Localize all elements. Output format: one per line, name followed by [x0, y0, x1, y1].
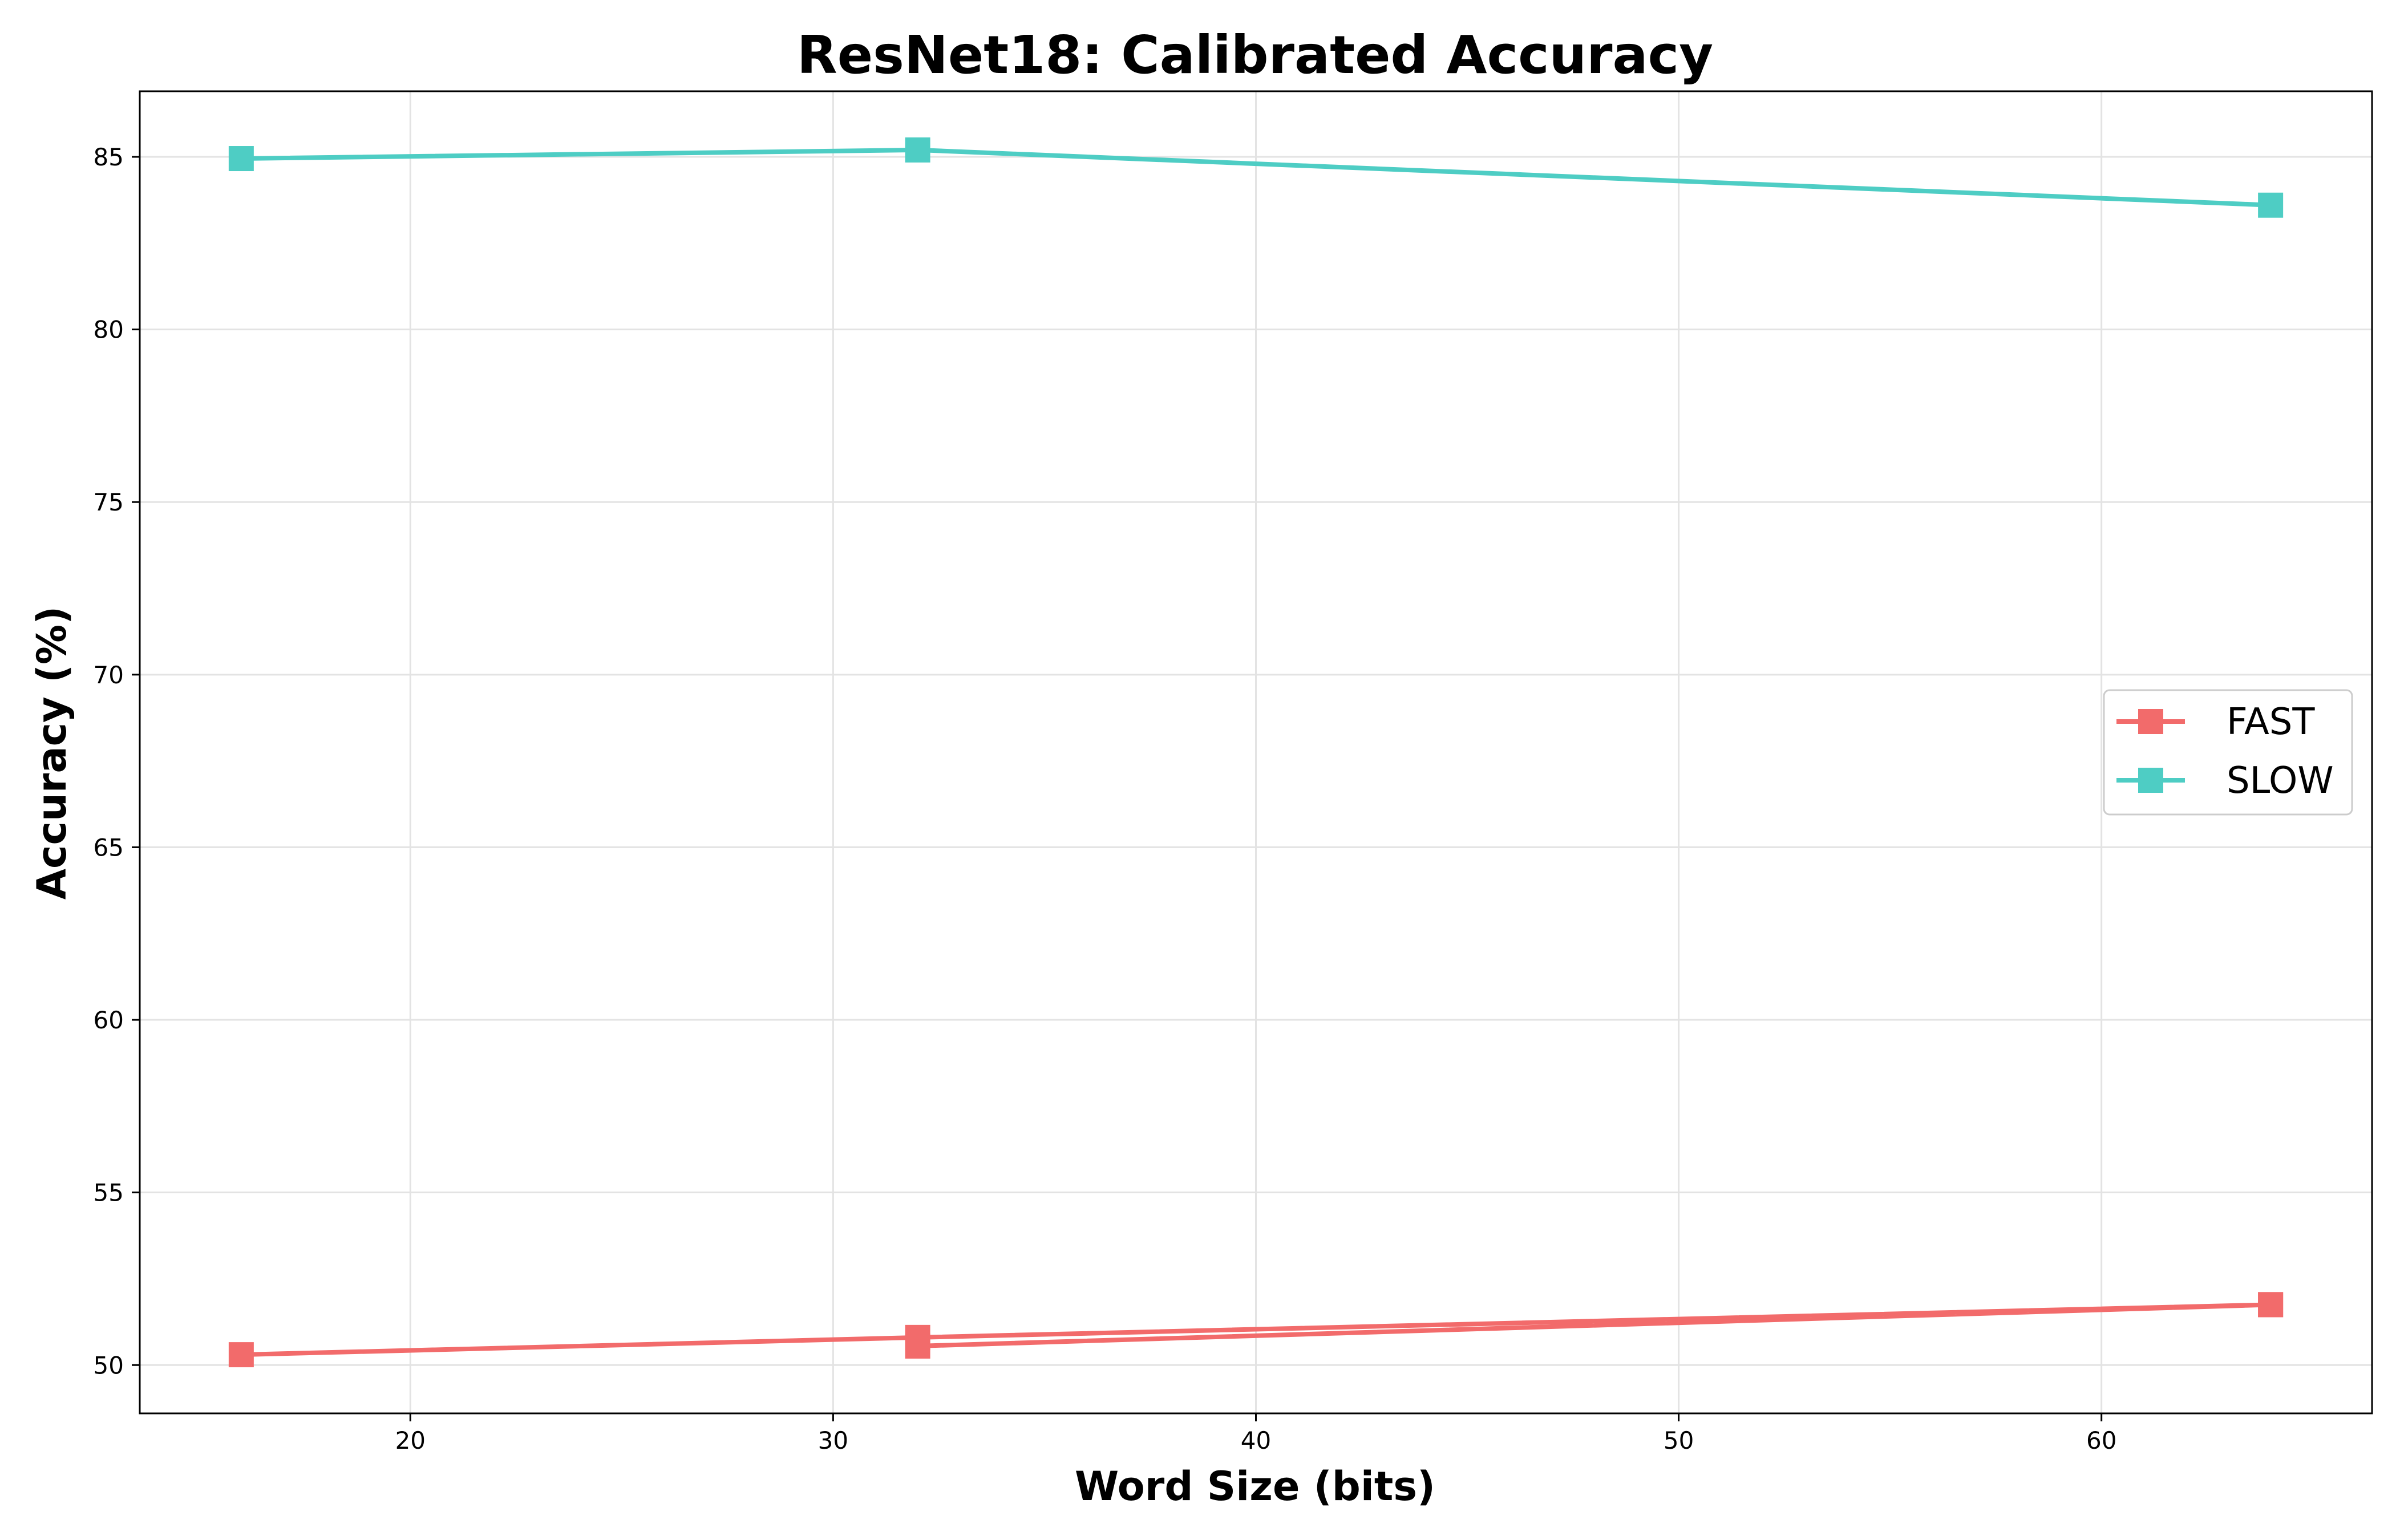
- legend-label-fast: FAST: [2227, 701, 2315, 743]
- data-point-slow: [2258, 192, 2284, 218]
- legend-label-slow: SLOW: [2227, 760, 2334, 802]
- legend-marker-slow: [2138, 768, 2163, 793]
- y-tick-label: 80: [94, 316, 124, 344]
- x-tick-label: 60: [2086, 1426, 2116, 1454]
- y-tick-label: 75: [94, 488, 124, 516]
- y-tick-label: 60: [94, 1006, 124, 1034]
- x-tick-label: 50: [1664, 1426, 1694, 1454]
- legend-marker-fast: [2138, 709, 2163, 734]
- y-tick-label: 70: [94, 661, 124, 689]
- data-point-fast: [228, 1342, 254, 1368]
- y-tick-label: 65: [94, 833, 124, 861]
- x-tick-label: 40: [1241, 1426, 1271, 1454]
- x-tick-label: 20: [395, 1426, 426, 1454]
- data-point-fast: [2258, 1292, 2284, 1318]
- x-tick-label: 30: [818, 1426, 848, 1454]
- y-axis-title: Accuracy (%): [29, 606, 75, 899]
- data-point-slow: [905, 137, 930, 163]
- data-point-slow: [228, 146, 254, 172]
- y-tick-label: 55: [94, 1179, 124, 1207]
- grid: [140, 91, 2372, 1413]
- chart-title: ResNet18: Calibrated Accuracy: [797, 25, 1713, 86]
- series-layer: [228, 137, 2284, 1368]
- data-point-fast: [905, 1333, 930, 1359]
- legend: FAST SLOW: [2103, 689, 2353, 816]
- y-tick-label: 85: [94, 143, 124, 171]
- y-tick-label: 50: [94, 1351, 124, 1379]
- x-axis-title: Word Size (bits): [1075, 1463, 1435, 1510]
- ticks: 20 30 40 50 60 50 55 60 65 70 75 80 85: [94, 143, 2117, 1454]
